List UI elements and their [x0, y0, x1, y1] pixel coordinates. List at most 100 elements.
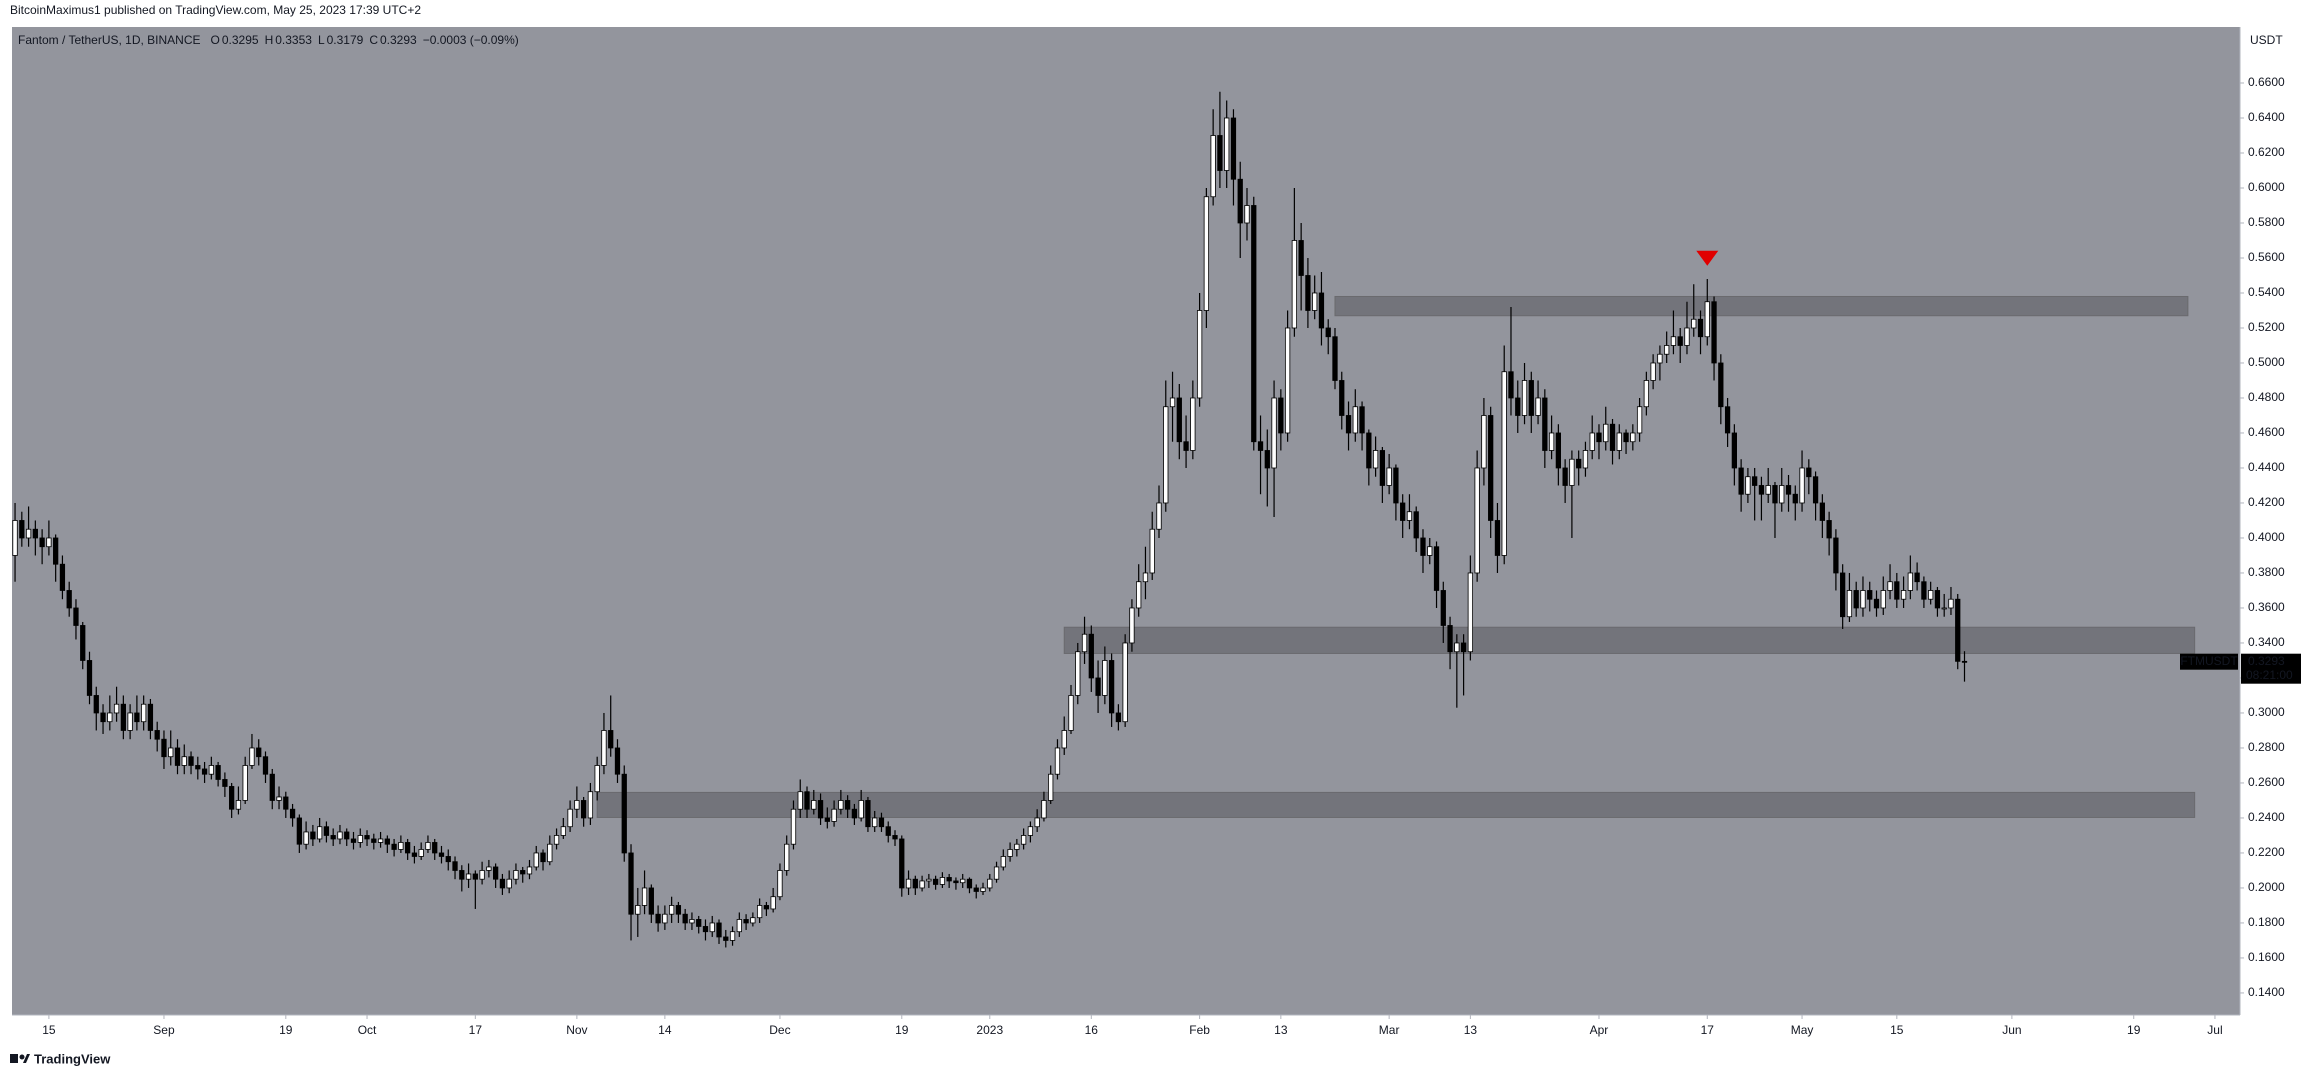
- candle-body: [235, 800, 242, 810]
- candle-body: [858, 800, 864, 819]
- candle-body: [1806, 467, 1812, 478]
- candle-body: [1616, 432, 1622, 451]
- candle-body: [161, 738, 167, 758]
- candle-body: [1075, 651, 1081, 696]
- candle-body: [215, 765, 221, 780]
- candle-body: [614, 747, 621, 775]
- candle-body: [1691, 318, 1697, 329]
- y-tick-label: 0.1600: [2248, 950, 2285, 964]
- candle-body: [716, 922, 722, 938]
- candle-body: [1014, 843, 1020, 850]
- candle-body: [1183, 441, 1189, 451]
- candle-body: [1745, 476, 1751, 495]
- candle-body: [1873, 598, 1880, 609]
- candle-body: [1630, 432, 1636, 443]
- candle-body: [675, 905, 682, 915]
- candle-body: [1799, 467, 1805, 504]
- candle-body: [655, 913, 661, 924]
- candle-body: [1048, 773, 1054, 801]
- candle-body: [1907, 572, 1913, 591]
- candle-body: [1914, 572, 1920, 583]
- candle-body: [432, 842, 438, 854]
- candle-body: [790, 808, 797, 845]
- candle-body: [1460, 642, 1467, 653]
- candle-body: [1718, 362, 1724, 408]
- candle-body: [1948, 598, 1954, 609]
- candle-body: [648, 887, 654, 915]
- y-tick-label: 0.5400: [2248, 285, 2285, 299]
- y-tick-label: 0.2000: [2248, 880, 2285, 894]
- candle-body: [1576, 458, 1582, 469]
- candle-body: [229, 786, 235, 810]
- x-tick-label: Jul: [2207, 1023, 2222, 1037]
- candle-body: [1542, 397, 1548, 451]
- x-tick-label: 16: [1085, 1023, 1099, 1037]
- y-tick-label: 0.2600: [2248, 775, 2285, 789]
- candle-body: [147, 703, 154, 731]
- candle-body: [168, 747, 174, 758]
- candle-body: [669, 905, 675, 915]
- x-tick-label: Oct: [358, 1023, 377, 1037]
- legend-key: H: [265, 33, 274, 47]
- legend-value: 0.3295: [222, 33, 259, 47]
- candle-body: [1420, 537, 1426, 556]
- candle-body: [1670, 336, 1677, 346]
- candle-body: [269, 773, 275, 801]
- candle-body: [1894, 581, 1900, 600]
- candle-body: [547, 843, 553, 863]
- candle-body: [784, 843, 790, 871]
- candle-body: [1467, 572, 1474, 653]
- candle-body: [899, 838, 905, 889]
- candle-body: [1934, 590, 1941, 609]
- candle-body: [1880, 590, 1886, 609]
- x-tick-label: 15: [1890, 1023, 1904, 1037]
- candle-body: [797, 791, 803, 810]
- candle-body: [1609, 423, 1616, 451]
- legend-value: 0.3179: [327, 33, 364, 47]
- y-tick-label: 0.3800: [2248, 565, 2285, 579]
- y-tick-label: 0.2400: [2248, 810, 2285, 824]
- x-tick-label: 2023: [976, 1023, 1003, 1037]
- candle-body: [486, 866, 492, 871]
- candle-body: [337, 831, 343, 840]
- logo-mark: [10, 1054, 18, 1063]
- candle-body: [1264, 450, 1270, 469]
- candle-body: [1765, 485, 1771, 495]
- candle-body: [567, 808, 573, 828]
- candle-body: [1515, 397, 1521, 416]
- candle-body: [1589, 432, 1595, 451]
- candle-body: [1352, 406, 1358, 434]
- candle-body: [824, 817, 830, 822]
- candle-body: [1061, 730, 1067, 749]
- candle-body: [1393, 467, 1399, 504]
- candle-body: [1454, 642, 1460, 653]
- candle-body: [262, 756, 269, 775]
- candle-body: [472, 873, 478, 880]
- candle-body: [1095, 677, 1101, 696]
- price-tag: [2241, 653, 2301, 684]
- candle-body: [1840, 572, 1846, 618]
- candle-body: [682, 913, 688, 924]
- x-tick-label: Nov: [566, 1023, 587, 1037]
- logo-mark: [19, 1054, 25, 1060]
- candle-body: [398, 842, 404, 850]
- legend-value: 0.3293: [380, 33, 417, 47]
- price-zone: [1334, 295, 2189, 317]
- candle-body: [465, 873, 472, 880]
- candle-body: [1792, 493, 1798, 504]
- candle-body: [154, 730, 160, 740]
- candle-body: [1136, 581, 1142, 609]
- x-tick-label: 19: [279, 1023, 293, 1037]
- candle-body: [1724, 406, 1731, 434]
- candle-body: [1555, 432, 1562, 469]
- candle-body: [452, 861, 458, 871]
- candle-body: [1853, 590, 1859, 609]
- candle-body: [662, 913, 668, 924]
- y-tick-label: 0.3400: [2248, 635, 2285, 649]
- candle-body: [459, 870, 465, 880]
- candle-body: [1481, 415, 1487, 469]
- candle-body: [1034, 817, 1040, 828]
- candle-body: [702, 926, 709, 933]
- y-tick-label: 0.6400: [2248, 110, 2285, 124]
- y-tick-label: 0.6600: [2248, 75, 2285, 89]
